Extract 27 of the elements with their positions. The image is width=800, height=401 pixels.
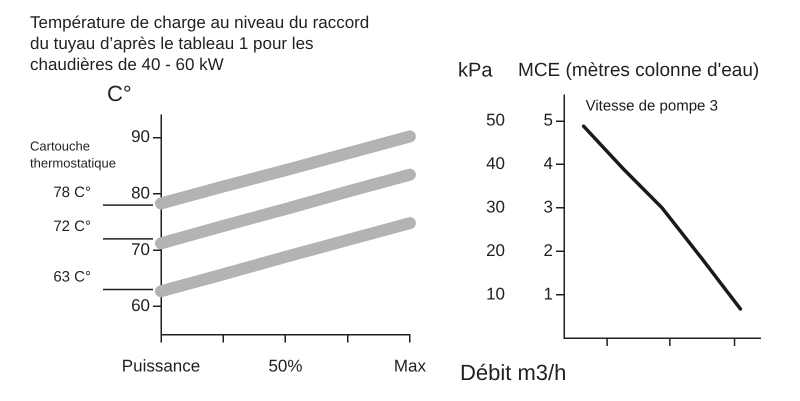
y-tick-label: 4 (544, 154, 553, 174)
y-tick-label: 60 (131, 296, 150, 316)
x-tick-label: 50% (268, 356, 302, 376)
y-tick-label: 3 (544, 198, 553, 217)
y-tick-label: 90 (131, 127, 150, 146)
y2-tick-label: 40 (486, 154, 505, 174)
y2-tick-label: 30 (486, 198, 505, 217)
y-tick-label: 2 (544, 240, 553, 260)
ref-line-label: 63 C° (53, 268, 91, 286)
y-axis-title: MCE (mètres colonne d'eau) (518, 60, 760, 82)
ref-line-label: 72 C° (53, 218, 91, 236)
x-tick-label: Max (394, 356, 426, 376)
y2-tick-label: 10 (486, 284, 505, 304)
series-label: Vitesse de pompe 3 (586, 97, 718, 114)
chart-title: Température de charge au niveau du raccord du tuyau d’après le tableau 1 pour les chaudières de 40 - 60 kW (30, 12, 370, 75)
y-tick-label: 1 (544, 284, 553, 304)
x-tick-label: Puissance (122, 356, 200, 376)
y2-tick-label: 20 (486, 240, 505, 260)
y-tick-label: 5 (544, 110, 553, 130)
ref-line-label: 78 C° (53, 184, 91, 202)
y-tick-label: 80 (131, 184, 150, 203)
y2-axis-title: kPa (458, 60, 494, 82)
y-tick-label: 70 (131, 240, 150, 259)
x-axis-title: Débit m3/h (460, 360, 566, 386)
y2-tick-label: 50 (486, 110, 505, 130)
y-axis-title: C° (107, 81, 132, 106)
text: Cartouche thermostatique (30, 138, 116, 171)
